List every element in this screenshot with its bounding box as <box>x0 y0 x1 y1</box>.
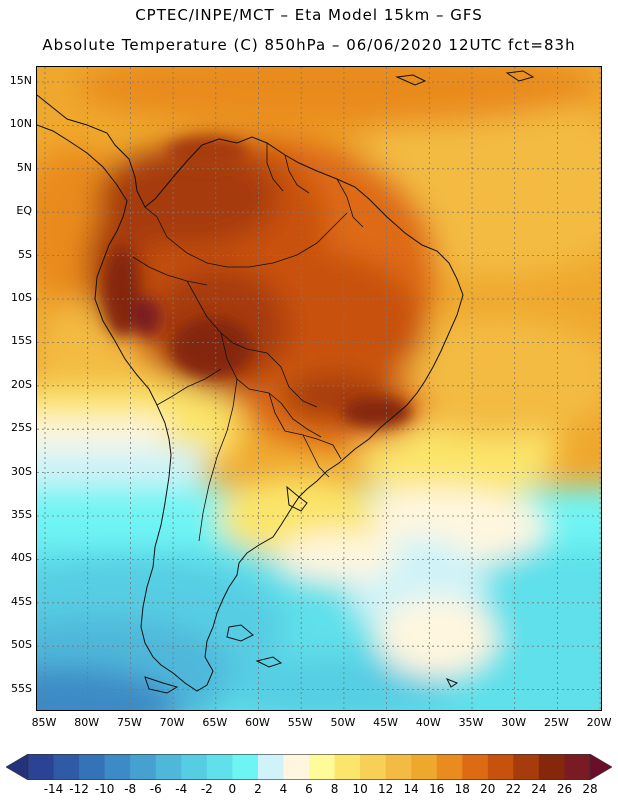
colorbar-over-arrow <box>589 754 612 780</box>
lon-label: 55W <box>287 716 313 729</box>
colorbar-segment <box>385 754 412 780</box>
lon-label: 45W <box>373 716 399 729</box>
lat-label: 55S <box>11 681 32 695</box>
lat-label: 5N <box>16 160 32 174</box>
lat-label: 45S <box>11 594 32 608</box>
lon-label: 30W <box>501 716 527 729</box>
colorbar-segment <box>79 754 106 780</box>
colorbar-segment <box>104 754 131 780</box>
colorbar-tick-label: 28 <box>582 782 598 796</box>
lat-label: 20S <box>11 377 32 391</box>
colorbar-segment <box>462 754 489 780</box>
lat-label: 5S <box>18 247 32 261</box>
colorbar-tick-label: -14 <box>43 782 64 796</box>
colorbar <box>6 754 612 780</box>
colorbar-segment <box>564 754 591 780</box>
coastlines <box>37 70 535 694</box>
colorbar-segment <box>334 754 361 780</box>
colorbar-tick-label: 6 <box>305 782 313 796</box>
lat-label: 15N <box>9 74 32 87</box>
country-borders <box>132 143 364 542</box>
colorbar-tick-label: 4 <box>279 782 288 796</box>
lon-label: 35W <box>458 716 484 729</box>
colorbar-segment <box>360 754 387 780</box>
lon-label: 70W <box>159 716 185 729</box>
colorbar-tick-label: -6 <box>149 782 162 796</box>
colorbar-segment <box>257 754 284 780</box>
colorbar-segment <box>28 754 55 780</box>
lon-label: 50W <box>330 716 356 729</box>
lon-label: 20W <box>586 716 612 729</box>
lat-label: 25S <box>11 421 32 435</box>
colorbar-segment <box>513 754 540 780</box>
colorbar-tick-label: 2 <box>254 782 262 796</box>
colorbar-segment <box>53 754 80 780</box>
lat-label: 35S <box>11 508 32 521</box>
colorbar-tick-label: -12 <box>69 782 89 796</box>
lon-label: 85W <box>31 716 57 729</box>
colorbar-segment <box>181 754 208 780</box>
lon-label: 65W <box>202 716 228 729</box>
colorbar-segment <box>411 754 438 780</box>
lat-label: 10S <box>11 291 32 304</box>
map-title-line1: CPTEC/INPE/MCT – Eta Model 15km – GFS <box>135 6 483 24</box>
colorbar-under-arrow <box>6 754 29 780</box>
lat-label: 10N <box>9 117 32 131</box>
colorbar-tick-label: 10 <box>352 782 368 796</box>
colorbar-tick-label: 16 <box>429 782 445 796</box>
colorbar-segment <box>309 754 336 780</box>
colorbar-tick-label: -8 <box>124 782 137 796</box>
lat-label: 50S <box>11 638 32 652</box>
colorbar-tick-label: 12 <box>377 782 394 796</box>
colorbar-tick-label: 24 <box>531 782 547 796</box>
colorbar-tick-label: 22 <box>505 782 521 796</box>
colorbar-segment <box>206 754 233 780</box>
lon-label: 80W <box>74 716 100 729</box>
temperature-hotspots <box>104 137 412 427</box>
lat-label: 15S <box>11 334 32 348</box>
lon-label: 40W <box>415 716 441 729</box>
colorbar-tick-label: 26 <box>556 782 573 796</box>
colorbar-segment <box>436 754 463 780</box>
temperature-field <box>37 67 601 710</box>
colorbar-tick-label: -10 <box>94 782 115 796</box>
colorbar-tick-label: 14 <box>403 782 419 796</box>
map-title-line2: Absolute Temperature (C) 850hPa – 06/06/… <box>42 36 576 54</box>
colorbar-segment <box>155 754 182 780</box>
colorbar-segment <box>283 754 310 780</box>
colorbar-segment <box>130 754 157 780</box>
colorbar-segment <box>487 754 514 780</box>
lon-label: 25W <box>543 716 569 729</box>
colorbar-tick-label: 20 <box>480 782 496 796</box>
lon-label: 60W <box>245 716 270 729</box>
map-plot-area <box>36 66 602 711</box>
colorbar-segment <box>538 754 565 780</box>
colorbar-tick-label: -2 <box>200 782 213 796</box>
colorbar-tick-label: 0 <box>228 782 237 796</box>
colorbar-tick-label: 18 <box>454 782 470 796</box>
colorbar-tick-label: -4 <box>175 782 188 796</box>
colorbar-segment <box>232 754 259 780</box>
temperature-map <box>37 67 601 710</box>
lon-label: 75W <box>116 716 142 729</box>
lat-label: 30S <box>11 464 32 478</box>
lat-lon-grid <box>37 67 601 710</box>
lat-label: 40S <box>11 551 32 565</box>
colorbar-tick-label: 8 <box>330 782 339 796</box>
colorbar-frame <box>27 754 591 780</box>
lat-label: EQ <box>16 204 32 218</box>
